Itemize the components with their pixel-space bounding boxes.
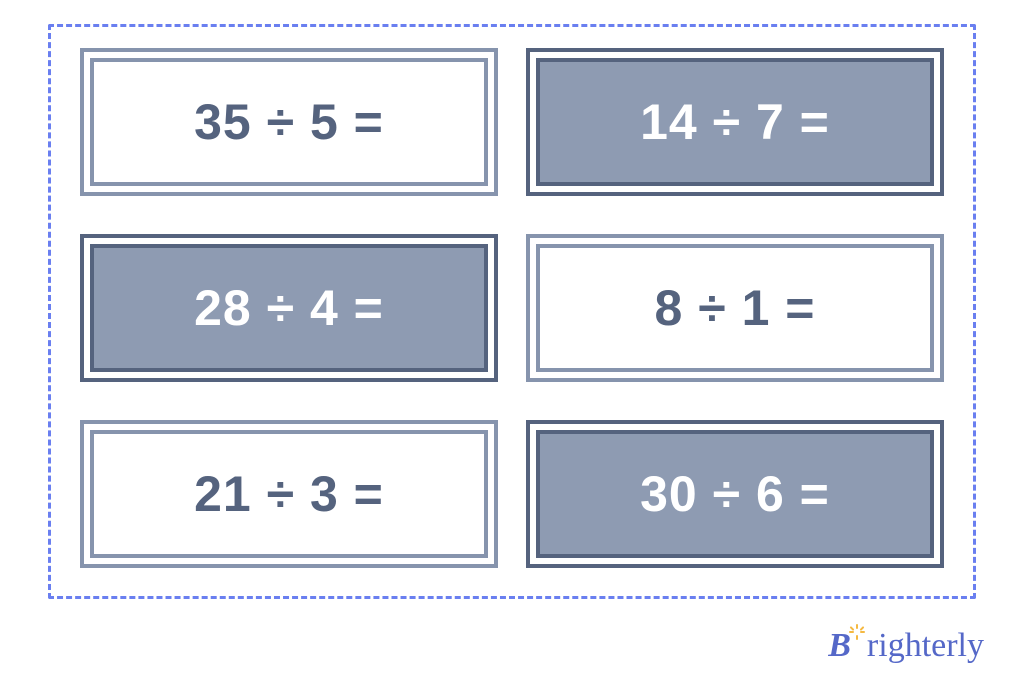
logo-rest-text: righterly <box>867 627 984 665</box>
card-inner: 35 ÷ 5 = <box>90 58 488 186</box>
problem-text: 35 ÷ 5 = <box>194 93 384 151</box>
problem-text: 30 ÷ 6 = <box>640 465 830 523</box>
problem-card: 30 ÷ 6 = <box>526 420 944 568</box>
card-inner: 28 ÷ 4 = <box>90 244 488 372</box>
card-inner: 30 ÷ 6 = <box>536 430 934 558</box>
problem-text: 21 ÷ 3 = <box>194 465 384 523</box>
card-inner: 14 ÷ 7 = <box>536 58 934 186</box>
problem-card: 35 ÷ 5 = <box>80 48 498 196</box>
card-inner: 21 ÷ 3 = <box>90 430 488 558</box>
problem-card: 8 ÷ 1 = <box>526 234 944 382</box>
logo-b-letter: B <box>828 627 851 665</box>
problem-text: 8 ÷ 1 = <box>655 279 816 337</box>
problem-card: 14 ÷ 7 = <box>526 48 944 196</box>
sun-icon <box>849 624 865 645</box>
problem-grid: 35 ÷ 5 = 14 ÷ 7 = 28 ÷ 4 = 8 ÷ 1 = 21 ÷ … <box>80 48 944 568</box>
brighterly-logo: B righterly <box>828 627 984 665</box>
problem-card: 21 ÷ 3 = <box>80 420 498 568</box>
problem-text: 28 ÷ 4 = <box>194 279 384 337</box>
problem-text: 14 ÷ 7 = <box>640 93 830 151</box>
card-inner: 8 ÷ 1 = <box>536 244 934 372</box>
problem-card: 28 ÷ 4 = <box>80 234 498 382</box>
